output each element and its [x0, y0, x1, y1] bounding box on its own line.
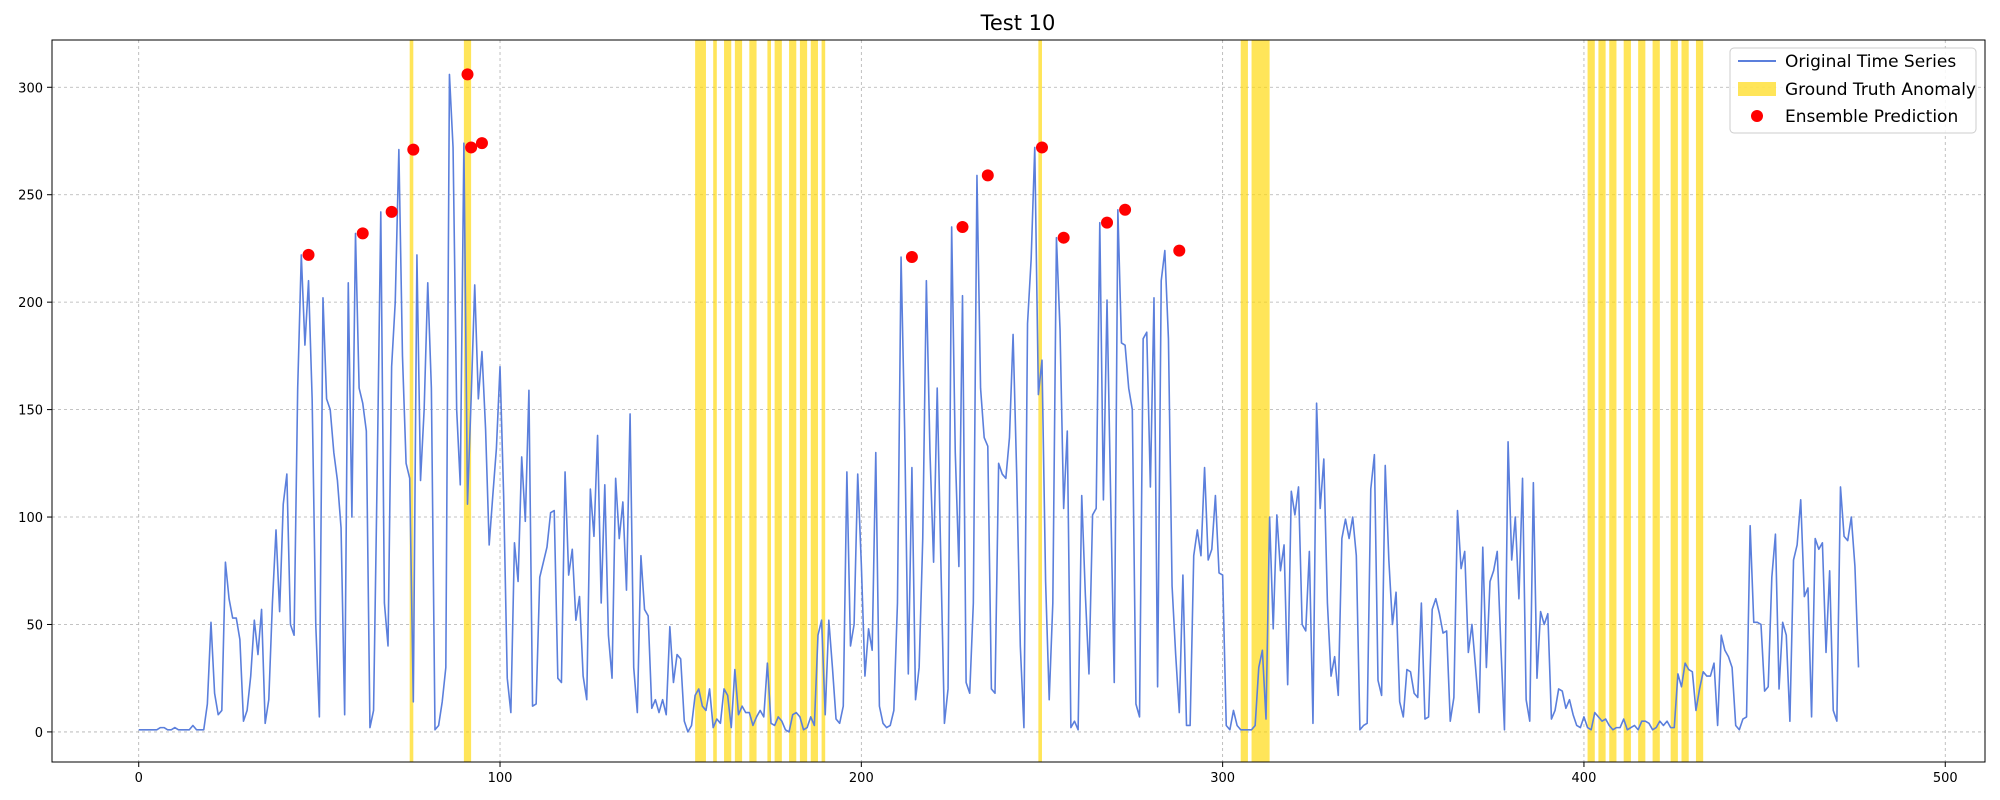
prediction-marker	[461, 68, 474, 81]
legend-marker-swatch	[1751, 110, 1763, 122]
prediction-marker	[1035, 141, 1048, 154]
x-tick-label: 500	[1933, 771, 1958, 786]
anomaly-span	[810, 40, 818, 762]
anomaly-span	[767, 40, 772, 762]
prediction-marker	[1119, 203, 1132, 216]
anomaly-span	[1670, 40, 1678, 762]
anomaly-span	[1587, 40, 1595, 762]
plot-area-frame	[51, 39, 1986, 763]
anomaly-span	[1638, 40, 1646, 762]
prediction-marker	[905, 251, 918, 264]
prediction-marker	[385, 205, 398, 218]
legend-label-series: Original Time Series	[1785, 52, 1956, 72]
anomaly-span	[821, 40, 826, 762]
prediction-marker	[475, 137, 488, 150]
anomaly-span	[1695, 40, 1704, 762]
y-tick-label: 150	[18, 404, 43, 419]
anomaly-span	[799, 40, 808, 762]
prediction-marker	[981, 169, 994, 182]
y-tick-label: 100	[18, 511, 43, 526]
anomaly-span	[789, 40, 797, 762]
y-axis-ticks: 0 50 100 150 200 250 300	[18, 81, 52, 741]
legend: Original Time Series Ground Truth Anomal…	[1729, 47, 1977, 134]
anomaly-span	[1598, 40, 1606, 762]
anomaly-span	[724, 40, 732, 762]
x-tick-label: 400	[1572, 771, 1597, 786]
prediction-marker	[302, 248, 315, 261]
anomaly-span	[749, 40, 757, 762]
x-tick-label: 100	[488, 771, 513, 786]
anomaly-span	[1623, 40, 1631, 762]
prediction-marker	[465, 141, 478, 154]
anomaly-span	[774, 40, 782, 762]
x-tick-label: 200	[849, 771, 874, 786]
grid-lines	[52, 40, 1985, 762]
prediction-marker	[1101, 216, 1114, 229]
ensemble-prediction-markers	[302, 68, 1186, 264]
y-tick-label: 200	[18, 296, 43, 311]
ground-truth-anomaly-spans	[409, 40, 1704, 762]
anomaly-span	[463, 40, 472, 762]
legend-label-prediction: Ensemble Prediction	[1785, 107, 1958, 127]
prediction-marker	[1057, 231, 1070, 244]
anomaly-span	[1652, 40, 1660, 762]
anomaly-span	[1038, 40, 1042, 762]
time-series-line	[138, 73, 1860, 733]
prediction-marker	[956, 220, 969, 233]
anomaly-span	[1609, 40, 1617, 762]
anomaly-span	[1251, 40, 1270, 762]
chart-title: Test 10	[980, 11, 1056, 35]
anomaly-span	[695, 40, 706, 762]
y-tick-label: 250	[18, 189, 43, 204]
prediction-marker	[1173, 244, 1186, 257]
anomaly-span	[1681, 40, 1689, 762]
x-tick-label: 300	[1210, 771, 1235, 786]
legend-label-anomaly: Ground Truth Anomaly	[1785, 80, 1976, 100]
anomaly-span	[734, 40, 743, 762]
y-tick-label: 300	[18, 81, 43, 96]
x-tick-label: 0	[135, 771, 143, 786]
anomaly-span	[409, 40, 414, 762]
anomaly-span	[713, 40, 717, 762]
y-tick-label: 0	[35, 726, 43, 741]
x-axis-ticks: 0 100 200 300 400 500	[135, 762, 1958, 786]
anomaly-span	[1240, 40, 1248, 762]
legend-box	[1729, 47, 1977, 134]
series-line	[138, 73, 1860, 733]
prediction-marker	[407, 143, 420, 156]
prediction-marker	[356, 227, 369, 240]
legend-anomaly-swatch	[1738, 82, 1776, 96]
y-tick-label: 50	[26, 618, 43, 633]
